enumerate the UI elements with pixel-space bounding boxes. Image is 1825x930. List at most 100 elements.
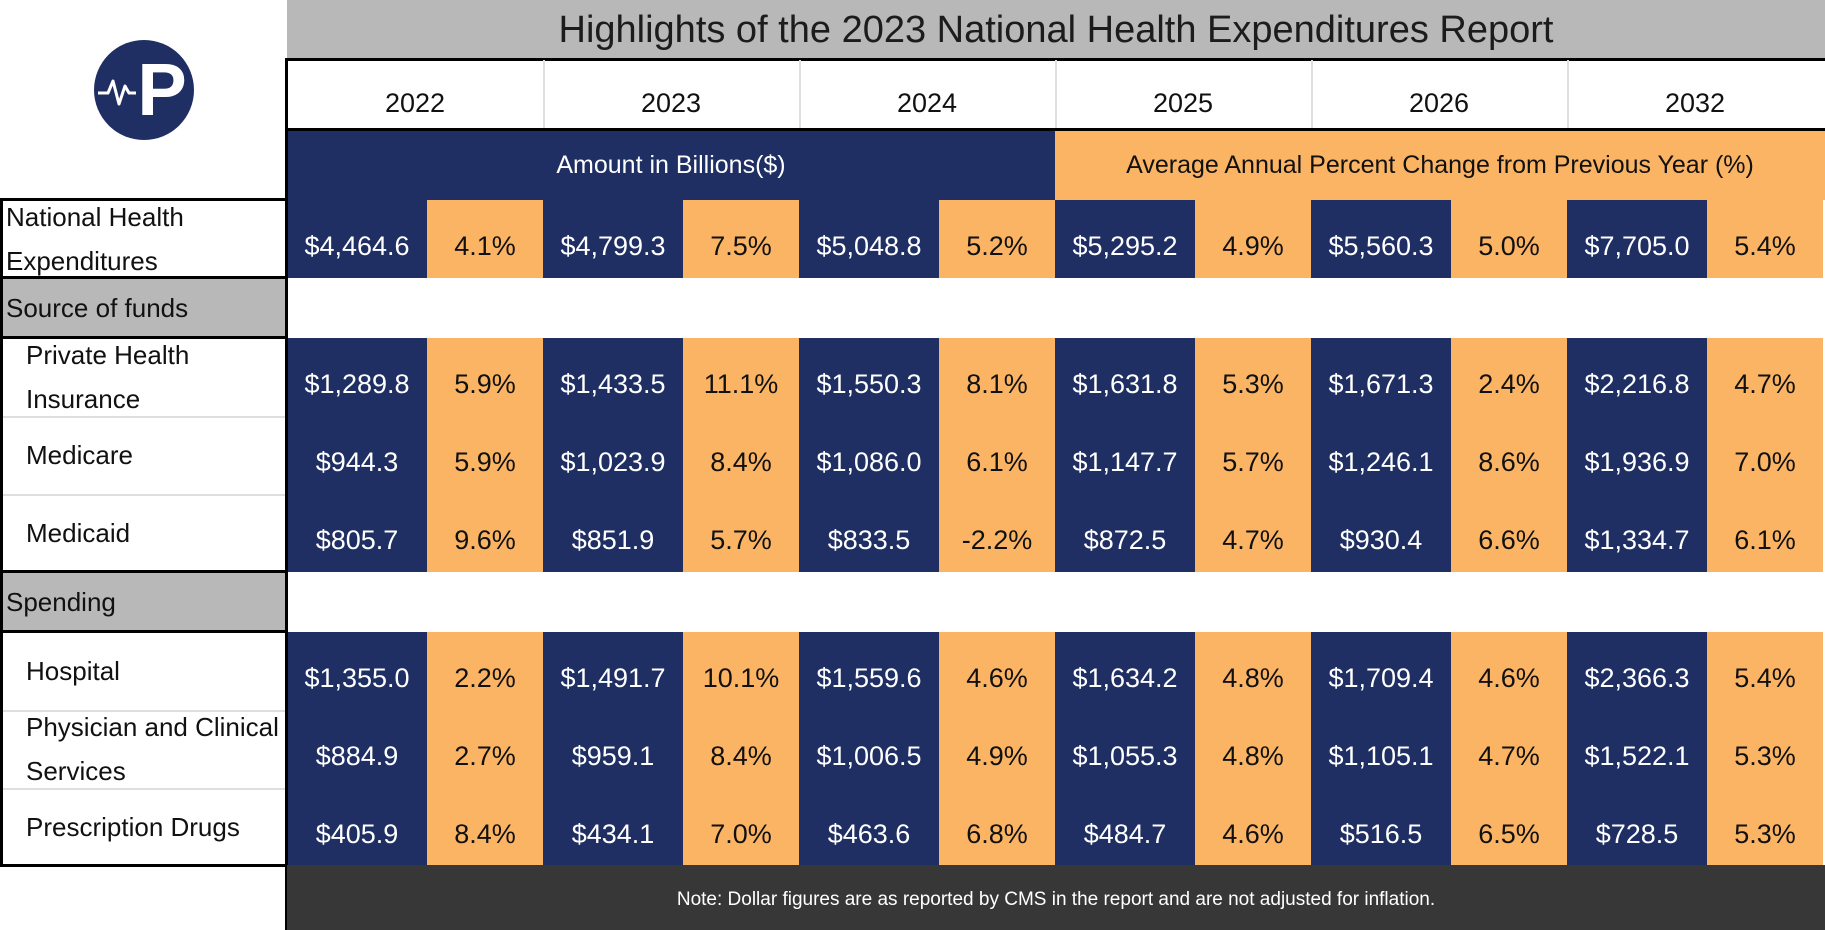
change-cell: 9.6% [427, 494, 543, 572]
amount-cell: $484.7 [1055, 788, 1195, 866]
row-divider [3, 494, 285, 496]
column-divider [543, 60, 545, 128]
change-cell: 2.2% [427, 632, 543, 710]
amount-cell: $1,491.7 [543, 632, 683, 710]
amount-cell: $1,023.9 [543, 416, 683, 494]
change-cell: 5.9% [427, 416, 543, 494]
change-cell: 6.6% [1451, 494, 1567, 572]
amount-cell: $463.6 [799, 788, 939, 866]
amount-cell: $1,006.5 [799, 710, 939, 788]
amount-cell: $2,366.3 [1567, 632, 1707, 710]
change-cell: 8.4% [427, 788, 543, 866]
column-divider [799, 60, 801, 128]
row-label: Private Health Insurance [0, 338, 287, 416]
amount-cell: $1,086.0 [799, 416, 939, 494]
amount-cell: $1,433.5 [543, 338, 683, 416]
year-header: 2032 [1567, 60, 1823, 130]
amount-cell: $1,289.8 [287, 338, 427, 416]
row-label: Hospital [0, 632, 287, 710]
change-cell: 6.1% [1707, 494, 1823, 572]
amount-cell: $405.9 [287, 788, 427, 866]
amount-cell: $833.5 [799, 494, 939, 572]
change-cell: 4.6% [939, 632, 1055, 710]
grid-line [287, 58, 1825, 61]
change-cell: 8.4% [683, 710, 799, 788]
amount-cell: $516.5 [1311, 788, 1451, 866]
change-cell: 6.1% [939, 416, 1055, 494]
amount-cell: $1,634.2 [1055, 632, 1195, 710]
row-label: National Health Expenditures [0, 200, 287, 278]
grid-line [0, 570, 287, 573]
note: Note: Dollar figures are as reported by … [287, 865, 1825, 930]
change-cell: 5.0% [1451, 200, 1567, 278]
amount-cell: $944.3 [287, 416, 427, 494]
column-divider [1567, 60, 1569, 128]
amount-cell: $805.7 [287, 494, 427, 572]
amount-cell: $5,048.8 [799, 200, 939, 278]
amount-cell: $5,295.2 [1055, 200, 1195, 278]
amount-cell: $884.9 [287, 710, 427, 788]
section-label: Source of funds [0, 278, 287, 338]
row-label: Prescription Drugs [0, 788, 287, 866]
change-cell: 5.3% [1195, 338, 1311, 416]
grid-line [0, 630, 287, 633]
amount-cell: $434.1 [543, 788, 683, 866]
amount-cell: $1,522.1 [1567, 710, 1707, 788]
change-cell: 4.1% [427, 200, 543, 278]
change-cell: 5.3% [1707, 710, 1823, 788]
change-cell: 5.4% [1707, 200, 1823, 278]
amount-cell: $1,246.1 [1311, 416, 1451, 494]
year-header: 2026 [1311, 60, 1567, 130]
change-cell: 2.4% [1451, 338, 1567, 416]
amount-cell: $1,550.3 [799, 338, 939, 416]
amount-band: Amount in Billions($) [287, 130, 1055, 200]
grid-line [0, 276, 3, 865]
change-cell: 4.6% [1451, 632, 1567, 710]
change-cell: 4.8% [1195, 710, 1311, 788]
change-cell: 5.7% [1195, 416, 1311, 494]
change-cell: 7.0% [683, 788, 799, 866]
amount-cell: $1,936.9 [1567, 416, 1707, 494]
amount-cell: $1,559.6 [799, 632, 939, 710]
section-label: Spending [0, 572, 287, 632]
amount-cell: $1,671.3 [1311, 338, 1451, 416]
amount-cell: $851.9 [543, 494, 683, 572]
heartbeat-p-logo-icon: P [94, 40, 194, 140]
change-cell: -2.2% [939, 494, 1055, 572]
year-header: 2023 [543, 60, 799, 130]
year-header: 2024 [799, 60, 1055, 130]
change-band: Average Annual Percent Change from Previ… [1055, 130, 1825, 200]
amount-cell: $1,355.0 [287, 632, 427, 710]
row-label: Medicaid [0, 494, 287, 572]
change-cell: 6.8% [939, 788, 1055, 866]
amount-cell: $728.5 [1567, 788, 1707, 866]
logo: P [92, 38, 196, 142]
change-cell: 5.3% [1707, 788, 1823, 866]
amount-cell: $7,705.0 [1567, 200, 1707, 278]
row-label: Medicare [0, 416, 287, 494]
change-cell: 4.7% [1195, 494, 1311, 572]
logo-letter: P [137, 48, 186, 131]
chart-title: Highlights of the 2023 National Health E… [287, 0, 1825, 60]
section-spacer [287, 572, 1825, 632]
amount-cell: $5,560.3 [1311, 200, 1451, 278]
amount-cell: $959.1 [543, 710, 683, 788]
change-cell: 8.1% [939, 338, 1055, 416]
change-cell: 11.1% [683, 338, 799, 416]
grid-line [285, 58, 288, 930]
amount-cell: $2,216.8 [1567, 338, 1707, 416]
change-cell: 4.8% [1195, 632, 1311, 710]
change-cell: 8.6% [1451, 416, 1567, 494]
amount-cell: $872.5 [1055, 494, 1195, 572]
year-header: 2022 [287, 60, 543, 130]
grid-line [0, 864, 287, 867]
amount-cell: $4,464.6 [287, 200, 427, 278]
change-cell: 5.2% [939, 200, 1055, 278]
change-cell: 5.9% [427, 338, 543, 416]
amount-cell: $1,709.4 [1311, 632, 1451, 710]
row-divider [3, 416, 285, 418]
change-cell: 6.5% [1451, 788, 1567, 866]
amount-cell: $1,055.3 [1055, 710, 1195, 788]
change-cell: 4.9% [1195, 200, 1311, 278]
section-spacer [287, 278, 1825, 338]
